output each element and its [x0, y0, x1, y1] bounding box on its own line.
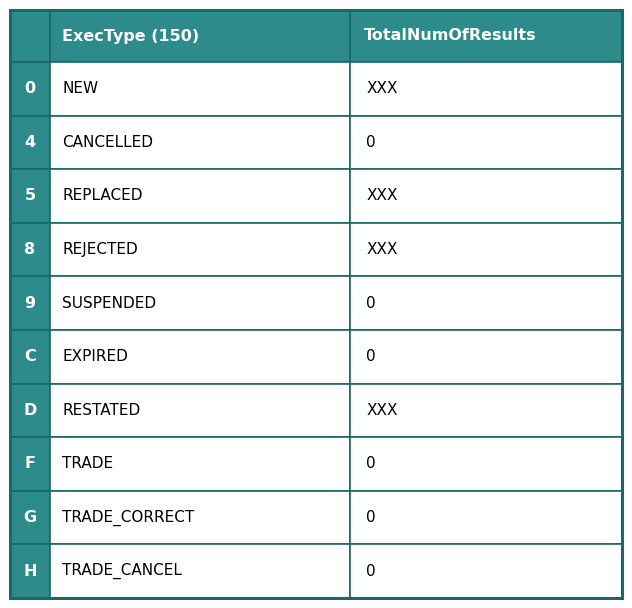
Bar [10, 437, 50, 491]
Bar [50, 169, 350, 223]
Bar [350, 169, 622, 223]
Text: XXX: XXX [367, 188, 398, 204]
Text: REPLACED: REPLACED [62, 188, 142, 204]
Text: 0: 0 [367, 457, 376, 471]
Bar [350, 277, 622, 330]
Text: 0: 0 [367, 564, 376, 579]
Text: 0: 0 [367, 135, 376, 150]
Bar [350, 116, 622, 169]
Text: XXX: XXX [367, 403, 398, 418]
Text: TotalNumOfResults: TotalNumOfResults [364, 29, 537, 44]
Text: XXX: XXX [367, 242, 398, 257]
Text: F: F [25, 457, 35, 471]
Bar [10, 491, 50, 544]
Bar [350, 330, 622, 384]
Bar [10, 169, 50, 223]
Text: CANCELLED: CANCELLED [62, 135, 153, 150]
Text: ExecType (150): ExecType (150) [62, 29, 199, 44]
Text: TRADE: TRADE [62, 457, 113, 471]
Bar [350, 544, 622, 598]
Text: XXX: XXX [367, 81, 398, 96]
Text: 4: 4 [25, 135, 35, 150]
Text: 0: 0 [367, 295, 376, 311]
Text: RESTATED: RESTATED [62, 403, 140, 418]
Bar [50, 384, 350, 437]
Bar [350, 62, 622, 116]
Bar [50, 330, 350, 384]
Text: 8: 8 [25, 242, 35, 257]
Text: SUSPENDED: SUSPENDED [62, 295, 156, 311]
Bar [50, 437, 350, 491]
Bar [50, 223, 350, 277]
Bar [350, 437, 622, 491]
Bar [10, 384, 50, 437]
Text: H: H [23, 564, 37, 579]
Bar [10, 116, 50, 169]
Bar [350, 384, 622, 437]
Bar [50, 544, 350, 598]
Bar [50, 277, 350, 330]
Bar [350, 10, 622, 62]
Text: NEW: NEW [62, 81, 98, 96]
Text: 5: 5 [25, 188, 35, 204]
Bar [50, 116, 350, 169]
Text: 0: 0 [367, 350, 376, 364]
Text: C: C [24, 350, 36, 364]
Bar [10, 10, 50, 62]
Bar [50, 491, 350, 544]
Bar [10, 223, 50, 277]
Bar [50, 10, 350, 62]
Text: G: G [23, 510, 37, 525]
Text: TRADE_CANCEL: TRADE_CANCEL [62, 563, 182, 579]
Text: 0: 0 [25, 81, 35, 96]
Text: 0: 0 [367, 510, 376, 525]
Bar [50, 62, 350, 116]
Bar [10, 277, 50, 330]
Bar [10, 330, 50, 384]
Bar [10, 544, 50, 598]
Bar [350, 491, 622, 544]
Bar [350, 223, 622, 277]
Text: 9: 9 [25, 295, 35, 311]
Text: REJECTED: REJECTED [62, 242, 138, 257]
Text: EXPIRED: EXPIRED [62, 350, 128, 364]
Text: D: D [23, 403, 37, 418]
Text: TRADE_CORRECT: TRADE_CORRECT [62, 510, 194, 526]
Bar [10, 62, 50, 116]
